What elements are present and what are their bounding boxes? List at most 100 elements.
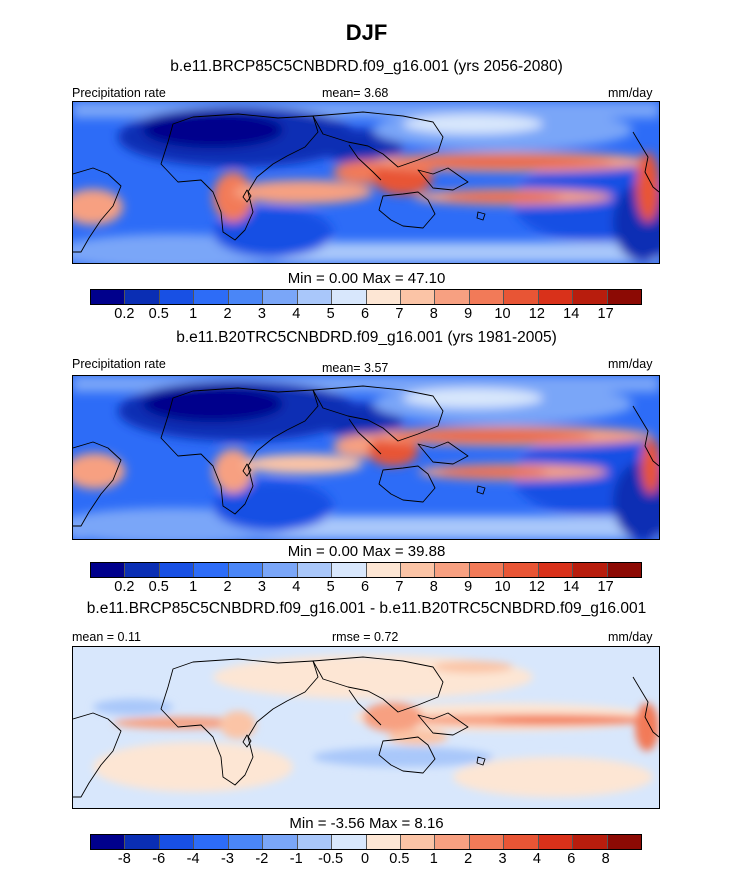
- colorbar-swatch: [91, 290, 126, 304]
- colorbar-tick-label: 1: [189, 306, 198, 322]
- colorbar-tick-label: 3: [498, 851, 507, 867]
- colorbar-swatch: [263, 290, 298, 304]
- colorbar-swatch: [125, 835, 160, 849]
- panel-1-units-label: mm/day: [608, 86, 653, 100]
- panel-1-colorbar: [90, 289, 642, 305]
- colorbar-tick-label: 2: [223, 579, 232, 595]
- main-title: DJF: [345, 20, 388, 45]
- colorbar-tick-label: -6: [152, 851, 166, 867]
- colorbar-tick-label: 8: [429, 306, 438, 322]
- colorbar-tick-label: -1: [289, 851, 303, 867]
- colorbar-tick-label: -4: [186, 851, 200, 867]
- colorbar-tick-label: 10: [494, 579, 511, 595]
- panel-2-variable-label: Precipitation rate: [72, 357, 166, 371]
- panel-2-colorbar: [90, 562, 642, 578]
- panel-2-minmax: Min = 0.00 Max = 39.88: [287, 543, 446, 560]
- colorbar-swatch: [194, 835, 229, 849]
- colorbar-tick-label: 17: [597, 306, 614, 322]
- colorbar-tick-label: 4: [292, 306, 301, 322]
- colorbar-swatch: [332, 835, 367, 849]
- colorbar-tick-label: 9: [464, 306, 473, 322]
- panel-1-colorbar-labels: 0.2 0.5 1 2 3 4 5 6 7 8 9 10 12 14 17: [90, 306, 640, 324]
- panel-3-rmse-label: rmse = 0.72: [332, 630, 399, 644]
- colorbar-tick-label: 0.5: [389, 851, 410, 867]
- colorbar-swatch: [400, 835, 436, 849]
- panel-2-title: b.e11.B20TRC5CNBDRD.f09_g16.001 (yrs 198…: [176, 329, 557, 346]
- colorbar-swatch: [538, 563, 574, 577]
- colorbar-tick-label: 0.2: [114, 306, 135, 322]
- panel-1-title: b.e11.BRCP85C5CNBDRD.f09_g16.001 (yrs 20…: [170, 58, 563, 75]
- panel-3-units-label: mm/day: [608, 630, 653, 644]
- colorbar-tick-label: 4: [532, 851, 541, 867]
- colorbar-swatch: [469, 290, 505, 304]
- colorbar-swatch: [366, 835, 401, 849]
- colorbar-tick-label: 10: [494, 306, 511, 322]
- colorbar-swatch: [228, 290, 264, 304]
- colorbar-tick-label: 5: [326, 579, 335, 595]
- colorbar-tick-label: 7: [395, 306, 404, 322]
- colorbar-swatch: [400, 290, 436, 304]
- panel-2-colorbar-labels: 0.2 0.5 1 2 3 4 5 6 7 8 9 10 12 14 17: [90, 579, 640, 597]
- colorbar-swatch: [435, 563, 470, 577]
- colorbar-swatch: [297, 290, 333, 304]
- colorbar-swatch: [297, 835, 333, 849]
- colorbar-swatch: [573, 563, 608, 577]
- colorbar-tick-label: 6: [360, 579, 370, 595]
- colorbar-swatch: [400, 563, 436, 577]
- colorbar-tick-label: 4: [292, 579, 301, 595]
- colorbar-tick-label: 14: [563, 579, 580, 595]
- colorbar-swatch: [538, 835, 574, 849]
- colorbar-tick-label: 12: [528, 579, 545, 595]
- colorbar-swatch: [573, 290, 608, 304]
- colorbar-tick-label: 5: [326, 306, 335, 322]
- colorbar-swatch: [573, 835, 608, 849]
- panel-1-variable-label: Precipitation rate: [72, 86, 166, 100]
- colorbar-swatch: [469, 835, 505, 849]
- colorbar-swatch: [194, 563, 229, 577]
- colorbar-swatch: [228, 563, 264, 577]
- colorbar-swatch: [366, 563, 401, 577]
- colorbar-swatch: [469, 563, 505, 577]
- colorbar-swatch: [607, 835, 641, 849]
- colorbar-tick-label: 0.2: [114, 579, 135, 595]
- colorbar-tick-label: 1: [189, 579, 198, 595]
- colorbar-tick-label: -0.5: [318, 851, 344, 867]
- colorbar-tick-label: 3: [257, 579, 266, 595]
- colorbar-swatch: [607, 563, 641, 577]
- panel-3-title: b.e11.BRCP85C5CNBDRD.f09_g16.001 - b.e11…: [86, 600, 647, 617]
- colorbar-tick-label: -2: [255, 851, 269, 867]
- colorbar-tick-label: 9: [464, 579, 473, 595]
- colorbar-tick-label: 2: [223, 306, 232, 322]
- panel-2-precip-map: [72, 375, 660, 540]
- colorbar-swatch: [435, 835, 470, 849]
- colorbar-swatch: [263, 835, 298, 849]
- colorbar-swatch: [159, 290, 195, 304]
- colorbar-swatch: [332, 563, 367, 577]
- colorbar-tick-label: 8: [601, 851, 610, 867]
- colorbar-tick-label: -8: [117, 851, 131, 867]
- colorbar-tick-label: 0.5: [148, 579, 169, 595]
- colorbar-tick-label: 0: [360, 851, 370, 867]
- colorbar-tick-label: 7: [395, 579, 404, 595]
- panel-3-colorbar: [90, 834, 642, 850]
- colorbar-swatch: [332, 290, 367, 304]
- colorbar-tick-label: 1: [429, 851, 438, 867]
- colorbar-swatch: [504, 563, 539, 577]
- panel-1-minmax: Min = 0.00 Max = 47.10: [287, 270, 446, 287]
- colorbar-swatch: [194, 290, 229, 304]
- colorbar-swatch: [91, 563, 126, 577]
- colorbar-tick-label: 12: [528, 306, 545, 322]
- colorbar-swatch: [297, 563, 333, 577]
- colorbar-swatch: [263, 563, 298, 577]
- colorbar-swatch: [125, 290, 160, 304]
- colorbar-swatch: [504, 835, 539, 849]
- colorbar-tick-label: 6: [360, 306, 370, 322]
- panel-3-colorbar-labels: -8 -6 -4 -3 -2 -1 -0.5 0 0.5 1 2 3 4 6 8: [90, 851, 640, 869]
- colorbar-swatch: [366, 290, 401, 304]
- panel-1-precip-map: [72, 101, 660, 264]
- colorbar-tick-label: 0.5: [148, 306, 169, 322]
- colorbar-swatch: [125, 563, 160, 577]
- colorbar-swatch: [159, 563, 195, 577]
- colorbar-tick-label: 2: [464, 851, 473, 867]
- colorbar-tick-label: 17: [597, 579, 614, 595]
